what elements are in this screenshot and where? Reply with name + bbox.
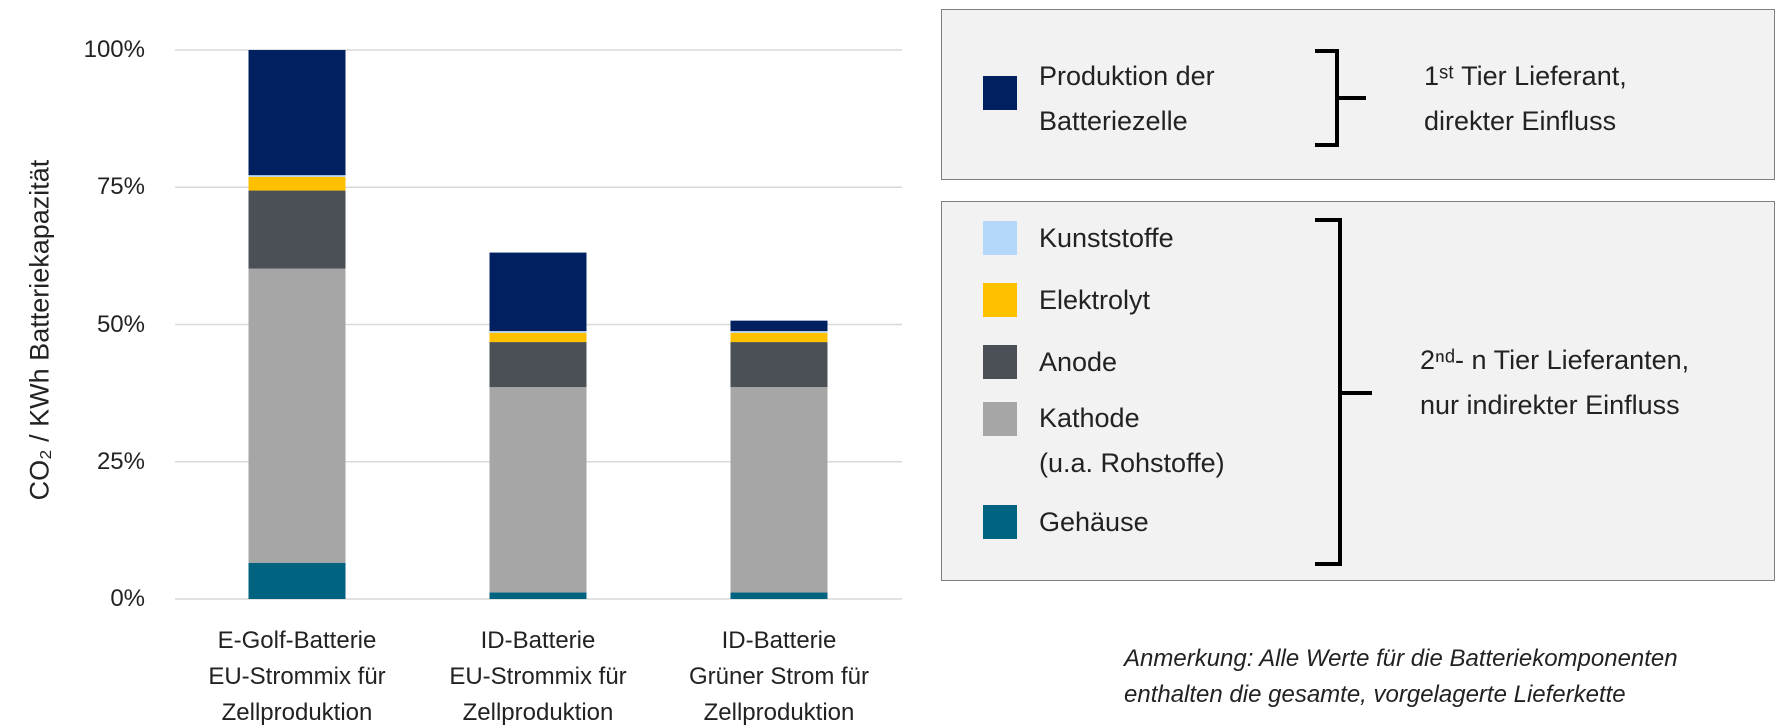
bar-segment xyxy=(489,332,587,343)
legend-swatch xyxy=(983,283,1017,317)
annotation: Anmerkung: Alle Werte für die Batterieko… xyxy=(1124,645,1678,708)
group-label: 2ⁿᵈ- n Tier Lieferanten, nur indirekter … xyxy=(1420,345,1690,420)
bar-segment xyxy=(489,342,587,388)
y-tick-label: 75% xyxy=(96,173,145,201)
legend-swatch xyxy=(983,402,1017,436)
bar-segment xyxy=(248,562,346,599)
legend-label: Gehäuse xyxy=(1039,506,1149,537)
y-tick-label: 50% xyxy=(96,310,145,338)
bar-segment xyxy=(489,252,587,332)
legend-swatch xyxy=(983,505,1017,539)
group-label: 1ˢᵗ Tier Lieferant, direkter Einfluss xyxy=(1424,61,1627,136)
bar-segment xyxy=(730,387,828,593)
legend-swatch xyxy=(983,345,1017,379)
legend-label: Elektrolyt xyxy=(1039,284,1151,315)
y-tick-label: 100% xyxy=(83,36,145,63)
bracket xyxy=(1315,49,1366,147)
bar-segment xyxy=(730,342,828,388)
legend-label: Kunststoffe xyxy=(1039,222,1174,253)
legend-label: Anode xyxy=(1039,346,1118,377)
bar-segment xyxy=(489,331,587,333)
y-tick-label: 0% xyxy=(110,585,145,612)
bar-segment xyxy=(730,592,828,599)
x-tick-label: ID-Batterie EU-Strommix für Zellprodukti… xyxy=(449,627,627,726)
legend-swatch xyxy=(983,76,1017,110)
bar-segment xyxy=(489,387,587,593)
bar-segment xyxy=(730,332,828,343)
y-tick-label: 25% xyxy=(96,447,145,475)
y-axis-label: CO₂ / KWh Batteriekapazität xyxy=(24,159,55,501)
legend-swatch xyxy=(983,221,1017,255)
bracket xyxy=(1315,218,1372,566)
bar-segment xyxy=(730,320,828,332)
bar-segment xyxy=(248,176,346,191)
bar-segment xyxy=(248,175,346,177)
legend-label: Produktion der Batteriezelle xyxy=(1039,61,1215,136)
bar-segment xyxy=(248,268,346,563)
bar-segment xyxy=(248,190,346,269)
legend-box xyxy=(941,9,1775,180)
bar-segment xyxy=(730,331,828,333)
bar-segment xyxy=(489,592,587,599)
x-tick-label: E-Golf-Batterie EU-Strommix für Zellprod… xyxy=(208,627,386,726)
legend-label: Kathode (u.a. Rohstoffe) xyxy=(1039,403,1225,478)
bar-segment xyxy=(248,50,346,176)
x-tick-label: ID-Batterie Grüner Strom für Zellprodukt… xyxy=(688,627,870,726)
